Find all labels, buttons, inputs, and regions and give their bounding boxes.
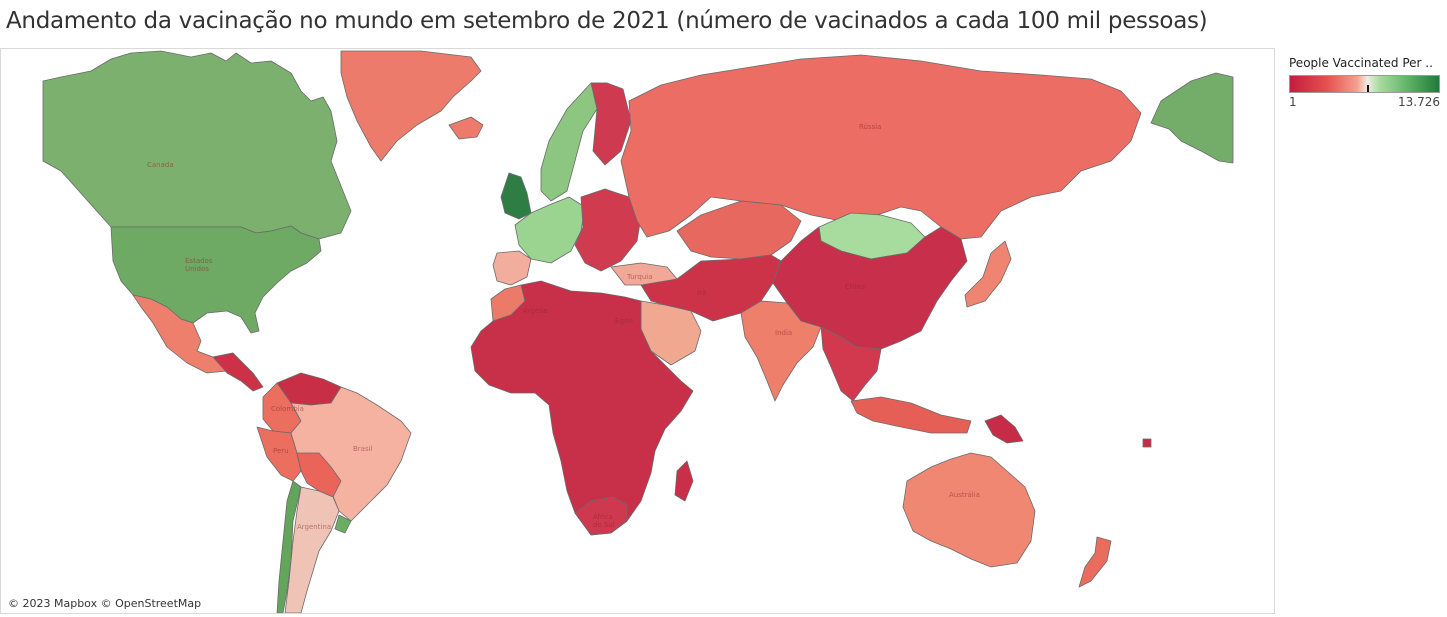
legend-marker bbox=[1367, 85, 1369, 92]
country-africa[interactable] bbox=[470, 280, 694, 536]
country-new-zealand[interactable] bbox=[1078, 536, 1112, 588]
country-japan[interactable] bbox=[964, 240, 1012, 308]
country-alaska[interactable] bbox=[1150, 72, 1234, 164]
country-south-africa[interactable] bbox=[574, 496, 628, 536]
map-label-argentina: Argentina bbox=[297, 523, 331, 531]
legend-min-label: 1 bbox=[1289, 95, 1297, 109]
map-label-russia: Rússia bbox=[859, 123, 882, 131]
country-southeast-asia[interactable] bbox=[820, 326, 882, 402]
legend-range: 1 13.726 bbox=[1289, 95, 1440, 109]
map-label-colombia: Colombia bbox=[271, 405, 304, 413]
color-legend: People Vaccinated Per .. 1 13.726 bbox=[1289, 56, 1444, 109]
country-kazakhstan[interactable] bbox=[676, 200, 802, 260]
country-papua-new-guinea[interactable] bbox=[984, 414, 1024, 444]
legend-max-label: 13.726 bbox=[1398, 95, 1440, 109]
country-canada[interactable] bbox=[42, 50, 352, 240]
page-title: Andamento da vacinação no mundo em setem… bbox=[6, 8, 1208, 34]
choropleth-map[interactable]: Canada Estados Unidos Rússia China India … bbox=[1, 49, 1275, 614]
map-label-india: India bbox=[775, 329, 792, 337]
country-iceland[interactable] bbox=[448, 116, 484, 140]
map-label-iran: Irã bbox=[697, 289, 706, 297]
country-uk[interactable] bbox=[500, 172, 532, 220]
legend-title: People Vaccinated Per .. bbox=[1289, 56, 1433, 70]
country-central-america[interactable] bbox=[212, 352, 264, 392]
map-label-egypt: Egito bbox=[615, 317, 633, 325]
country-eastern-europe[interactable] bbox=[574, 188, 642, 272]
legend-gradient-bar bbox=[1289, 75, 1440, 93]
map-label-turkey: Turquia bbox=[626, 273, 653, 281]
country-chile[interactable] bbox=[276, 480, 302, 613]
country-argentina[interactable] bbox=[284, 486, 340, 613]
country-greenland[interactable] bbox=[340, 50, 482, 162]
country-norway-sweden[interactable] bbox=[540, 82, 608, 202]
country-indonesia[interactable] bbox=[850, 396, 972, 434]
map-label-peru: Peru bbox=[273, 447, 289, 455]
country-finland[interactable] bbox=[590, 82, 632, 166]
map-label-south-africa: África do Sul bbox=[593, 512, 615, 529]
country-russia[interactable] bbox=[620, 54, 1142, 240]
map-label-usa: Estados Unidos bbox=[185, 257, 213, 273]
map-label-algeria: Argélia bbox=[523, 307, 547, 315]
world-map[interactable]: Canada Estados Unidos Rússia China India … bbox=[0, 48, 1275, 614]
map-label-brazil: Brasil bbox=[353, 445, 373, 453]
map-label-china: China bbox=[845, 283, 865, 291]
country-fiji[interactable] bbox=[1142, 438, 1152, 448]
country-madagascar[interactable] bbox=[674, 460, 694, 502]
country-india[interactable] bbox=[740, 300, 822, 402]
country-australia[interactable] bbox=[902, 452, 1036, 568]
country-iberia[interactable] bbox=[492, 250, 532, 286]
country-usa[interactable] bbox=[110, 225, 322, 334]
country-uruguay[interactable] bbox=[334, 514, 352, 534]
map-label-australia: Austrália bbox=[949, 491, 980, 499]
map-label-canada: Canada bbox=[147, 161, 174, 169]
map-attribution[interactable]: © 2023 Mapbox © OpenStreetMap bbox=[5, 596, 205, 611]
